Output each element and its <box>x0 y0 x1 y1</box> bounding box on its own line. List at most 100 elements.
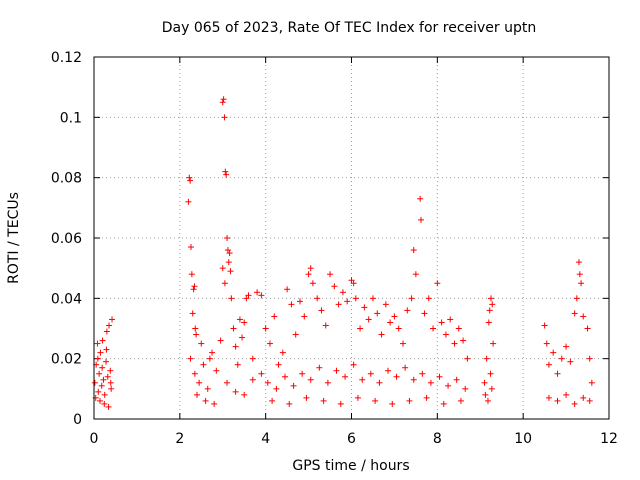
data-point <box>580 313 587 320</box>
data-point <box>249 376 256 383</box>
data-point <box>225 259 232 266</box>
data-point <box>100 376 107 383</box>
data-point <box>421 310 428 317</box>
data-point <box>586 397 593 404</box>
data-point <box>236 316 243 323</box>
y-tick-label: 0 <box>73 412 82 428</box>
data-point <box>571 400 578 407</box>
data-point <box>97 397 104 404</box>
data-point <box>230 325 237 332</box>
data-point <box>357 325 364 332</box>
data-point <box>193 331 200 338</box>
data-point <box>290 382 297 389</box>
data-point <box>202 397 209 404</box>
data-point <box>191 283 198 290</box>
data-point <box>109 316 116 323</box>
data-point <box>578 280 585 287</box>
data-point <box>391 313 398 320</box>
data-point <box>198 340 205 347</box>
data-point <box>204 385 211 392</box>
y-tick-label: 0.12 <box>51 50 82 66</box>
data-point <box>337 400 344 407</box>
data-point <box>369 295 376 302</box>
data-point <box>483 355 490 362</box>
data-point <box>350 280 357 287</box>
data-point <box>545 394 552 401</box>
y-tick-label: 0.02 <box>51 352 82 368</box>
data-point <box>571 310 578 317</box>
data-point <box>262 325 269 332</box>
data-point <box>232 388 239 395</box>
data-point <box>348 277 355 284</box>
data-point <box>266 340 273 347</box>
data-point <box>487 295 494 302</box>
data-point <box>249 355 256 362</box>
data-point <box>258 292 265 299</box>
data-point <box>211 400 218 407</box>
data-point <box>189 310 196 317</box>
data-point <box>573 295 580 302</box>
data-point <box>103 328 110 335</box>
x-tick-label: 2 <box>175 431 184 447</box>
data-point <box>462 385 469 392</box>
data-point <box>447 316 454 323</box>
data-point <box>307 265 314 272</box>
data-point <box>563 391 570 398</box>
data-point <box>99 364 106 371</box>
data-point <box>316 364 323 371</box>
data-point <box>418 216 425 223</box>
data-point <box>567 358 574 365</box>
data-point <box>434 280 441 287</box>
x-tick-label: 10 <box>514 431 532 447</box>
data-point <box>490 340 497 347</box>
data-point <box>327 271 334 278</box>
data-point <box>485 319 492 326</box>
data-point <box>303 394 310 401</box>
data-point <box>412 271 419 278</box>
data-point <box>442 331 449 338</box>
y-tick-label: 0.1 <box>60 110 82 126</box>
data-point <box>275 361 282 368</box>
data-point <box>103 358 110 365</box>
data-point <box>224 379 231 386</box>
data-point <box>258 370 265 377</box>
data-point <box>309 280 316 287</box>
chart-title: Day 065 of 2023, Rate Of TEC Index for r… <box>162 20 537 36</box>
data-point <box>580 394 587 401</box>
data-point <box>105 403 112 410</box>
data-point <box>95 388 102 395</box>
data-point <box>281 373 288 380</box>
data-point <box>482 391 489 398</box>
data-point <box>318 307 325 314</box>
data-point <box>488 385 495 392</box>
data-point <box>402 364 409 371</box>
y-tick-label: 0.08 <box>51 171 82 187</box>
data-point <box>200 361 207 368</box>
data-point <box>217 337 224 344</box>
data-point <box>94 355 101 362</box>
data-point <box>187 177 194 184</box>
data-point <box>545 361 552 368</box>
data-point <box>273 385 280 392</box>
data-point <box>269 397 276 404</box>
data-point <box>410 376 417 383</box>
data-point <box>423 394 430 401</box>
data-point <box>436 373 443 380</box>
data-point <box>106 322 113 329</box>
data-point <box>191 370 198 377</box>
data-point <box>389 400 396 407</box>
data-point <box>226 250 233 257</box>
data-point <box>104 373 111 380</box>
data-point <box>417 195 424 202</box>
data-point <box>487 370 494 377</box>
data-point <box>224 235 231 241</box>
data-point <box>554 370 561 377</box>
data-point <box>387 319 394 326</box>
data-point <box>307 376 314 383</box>
data-point <box>94 340 101 347</box>
data-point <box>324 379 331 386</box>
data-point <box>221 280 228 287</box>
data-point <box>576 271 583 278</box>
data-point <box>299 370 306 377</box>
